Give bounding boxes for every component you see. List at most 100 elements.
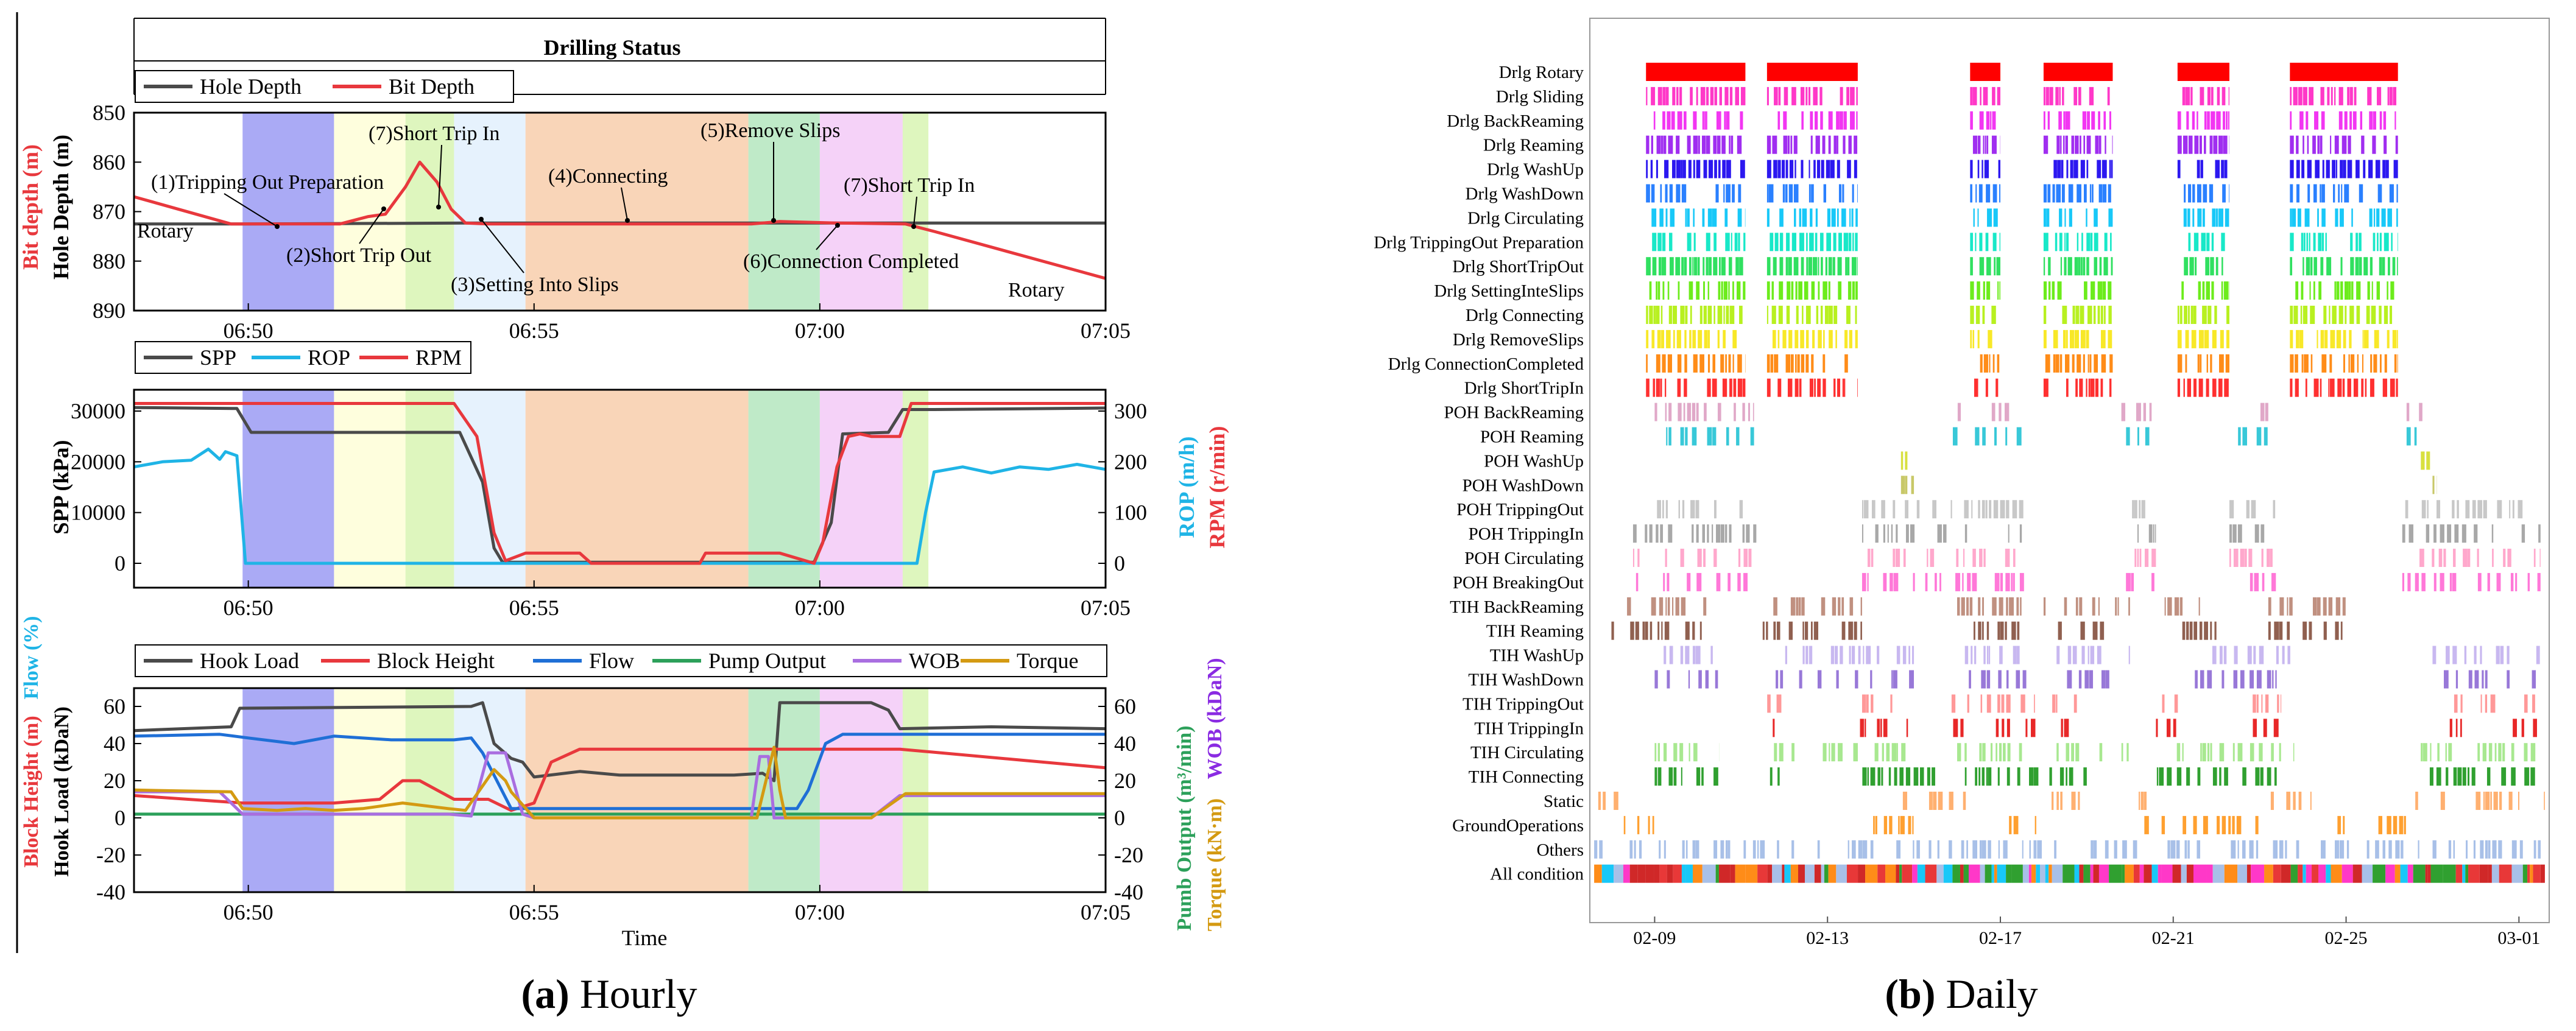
event-tick: [2344, 184, 2349, 203]
event-tick: [1818, 257, 1819, 276]
event-tick: [1910, 524, 1915, 543]
event-tick: [1770, 233, 1774, 252]
event-tick: [1819, 86, 1823, 105]
event-tick: [1838, 184, 1842, 203]
rop-line: [133, 448, 1106, 565]
event-tick: [1665, 597, 1667, 616]
event-tick: [1594, 864, 1602, 883]
event-tick: [2373, 208, 2376, 227]
rop-axis-label: ROP (m/h): [1174, 437, 1199, 538]
event-tick: [2271, 743, 2274, 762]
event-tick: [1776, 621, 1780, 640]
event-group-15-0: [1666, 427, 1754, 446]
event-tick: [2065, 135, 2068, 154]
event-tick: [2206, 281, 2211, 300]
event-tick: [1800, 86, 1805, 105]
event-tick: [1695, 840, 1699, 859]
event-tick: [2211, 281, 2214, 300]
event-group-3-0: [1646, 135, 1742, 154]
event-tick: [1978, 500, 1980, 519]
event-tick: [2055, 86, 2059, 105]
event-tick: [2477, 500, 2482, 519]
event-tick: [2374, 329, 2379, 348]
event-tick: [1706, 233, 1710, 252]
event-tick: [2455, 719, 2458, 737]
event-tick: [2109, 160, 2111, 178]
event-tick: [1770, 354, 1774, 373]
event-tick: [1975, 184, 1977, 203]
event-tick: [1630, 621, 1634, 640]
event-tick: [2104, 233, 2108, 252]
event-tick: [1632, 549, 1634, 567]
event-tick: [1723, 306, 1725, 324]
event-tick: [1844, 354, 1848, 373]
event-tick: [2370, 257, 2373, 276]
event-tick: [2461, 524, 2466, 543]
event-tick: [2089, 670, 2094, 689]
event-tick: [2236, 815, 2242, 834]
event-tick: [1799, 233, 1804, 252]
event-tick: [2031, 864, 2036, 883]
event-tick: [2197, 111, 2198, 130]
event-tick: [2471, 767, 2475, 786]
event-tick: [2533, 840, 2536, 859]
event-tick: [1912, 815, 1914, 834]
event-tick: [1773, 621, 1776, 640]
event-group-27-7: [2449, 719, 2537, 737]
panel-a-caption: (a) Hourly: [521, 971, 697, 1017]
event-tick: [2392, 257, 2396, 276]
event-group-2-3: [2043, 111, 2111, 130]
event-tick: [2187, 208, 2190, 227]
event-tick: [1978, 767, 1981, 786]
event-group-11-0: [1646, 329, 1737, 348]
category-label-26: TIH TrippingOut: [1463, 694, 1584, 714]
event-tick: [2429, 767, 2433, 786]
event-tick: [2303, 135, 2304, 154]
event-tick: [2109, 354, 2113, 373]
event-tick: [1663, 135, 1667, 154]
event-tick: [1839, 111, 1843, 130]
event-tick: [2028, 864, 2031, 883]
event-group-2-1: [1777, 111, 1858, 130]
event-tick: [2137, 549, 2139, 567]
event-tick: [1982, 427, 1986, 446]
event-tick: [1785, 646, 1787, 664]
event-tick: [1821, 597, 1826, 616]
event-tick: [1784, 864, 1791, 883]
event-tick: [1702, 111, 1704, 130]
event-tick: [2341, 135, 2347, 154]
event-tick: [2301, 233, 2303, 252]
event-tick: [1893, 549, 1896, 567]
legend-label-5: Torque: [1017, 649, 1078, 673]
event-tick: [2033, 840, 2037, 859]
event-tick: [2192, 184, 2195, 203]
event-tick: [1866, 694, 1869, 713]
event-tick: [2209, 184, 2214, 203]
event-tick: [2055, 354, 2059, 373]
event-tick: [1972, 572, 1977, 591]
event-tick: [1814, 378, 1816, 397]
event-tick: [2074, 257, 2078, 276]
event-tick: [1868, 549, 1871, 567]
event-tick: [2259, 646, 2264, 664]
event-tick: [2477, 743, 2480, 762]
event-tick: [1714, 160, 1717, 178]
event-tick: [2164, 597, 2166, 616]
event-tick: [1913, 840, 1914, 859]
event-tick: [1684, 354, 1687, 373]
event-tick: [1704, 111, 1706, 130]
event-tick: [2101, 160, 2107, 178]
annotation-label-1: (2)Short Trip Out: [286, 244, 432, 267]
stage-band-spp-7: [902, 390, 929, 588]
event-tick: [2507, 549, 2511, 567]
event-tick: [1688, 670, 1690, 689]
event-group-8-3: [2043, 257, 2113, 276]
event-tick: [1996, 378, 1999, 397]
event-tick: [1952, 864, 1960, 883]
event-tick: [1657, 743, 1660, 762]
event-tick: [1731, 135, 1734, 154]
event-tick: [2177, 135, 2182, 154]
event-tick: [1791, 281, 1794, 300]
event-tick: [2092, 621, 2098, 640]
event-tick: [1662, 233, 1666, 252]
